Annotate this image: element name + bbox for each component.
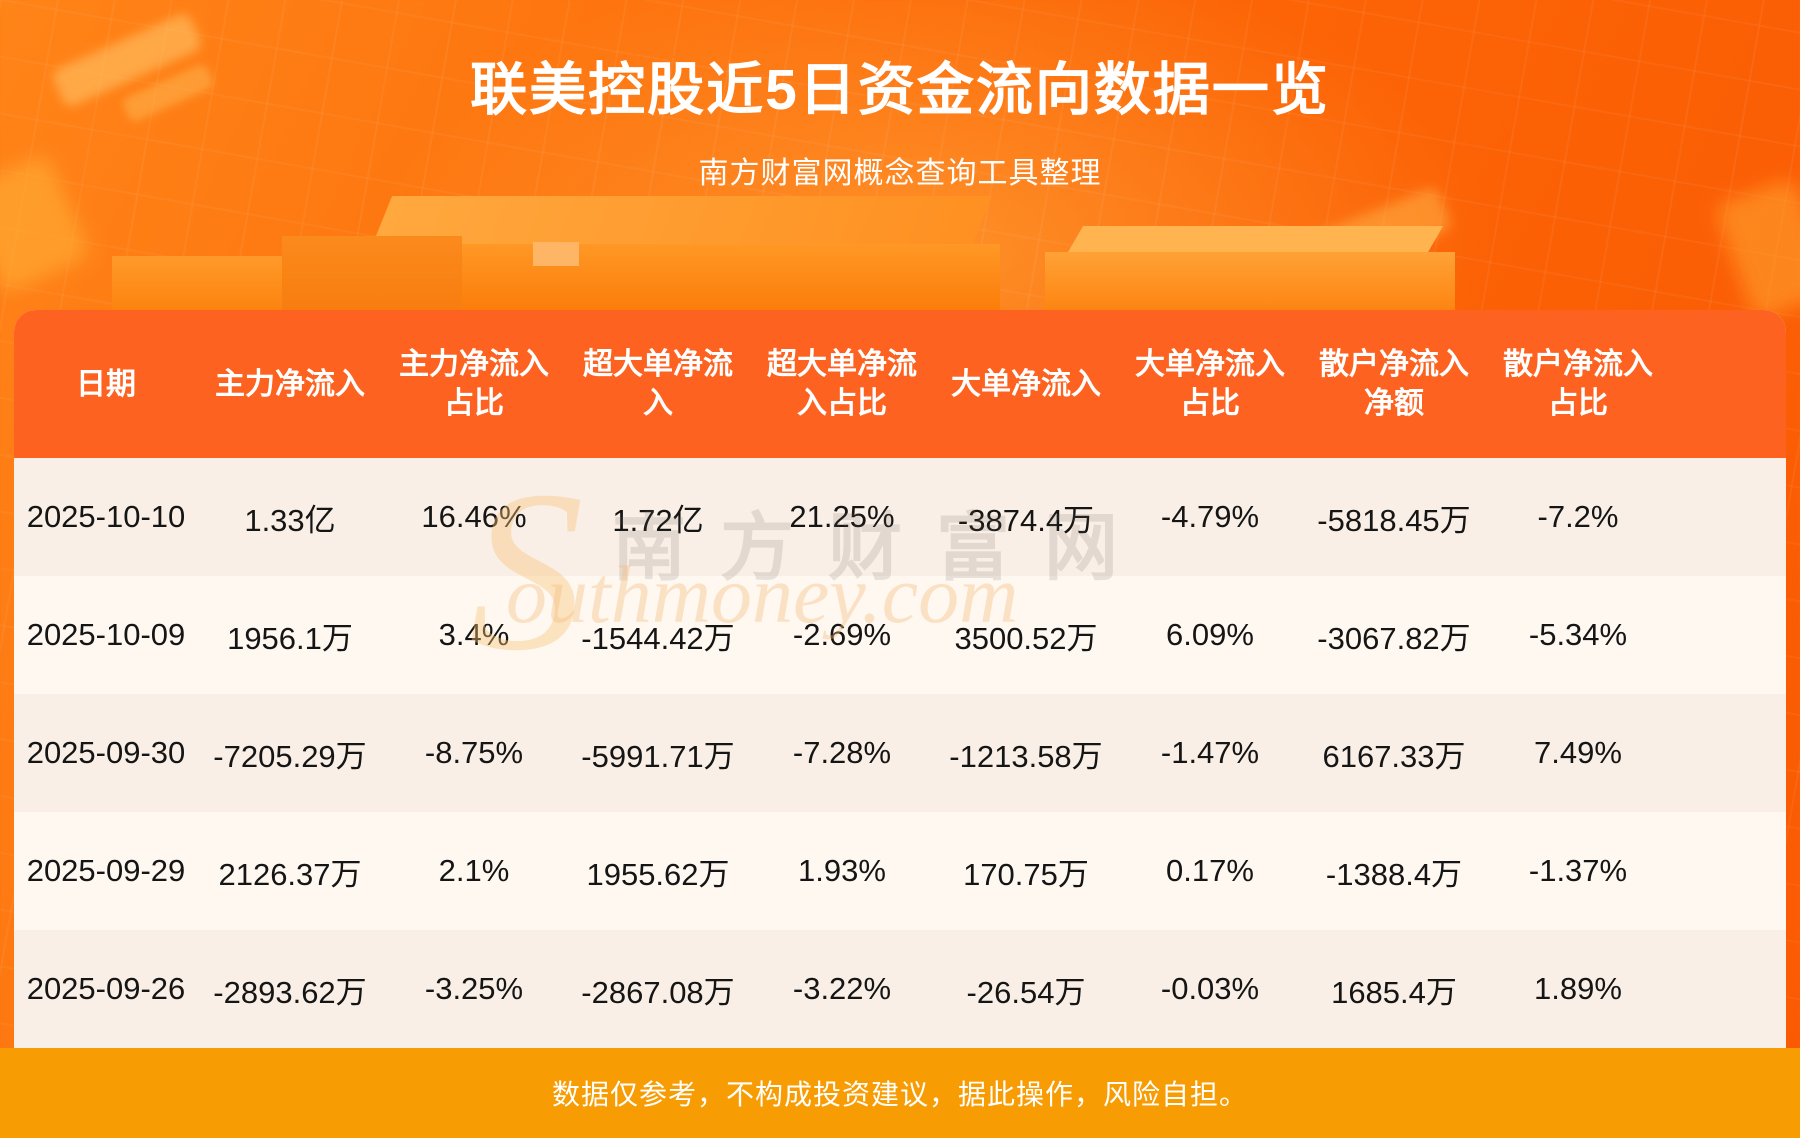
table-row: 2025-09-29 2126.37万 2.1% 1955.62万 1.93% 170.7… — [14, 812, 1786, 930]
table-cell: 21.25% — [789, 499, 895, 534]
decor-podium-right — [1045, 252, 1455, 310]
table-cell: -7.28% — [792, 735, 892, 770]
decor-streak-right-edge — [1713, 177, 1800, 321]
table-header-row: 日期 主力净流入 主力净流入 占比 超大单净流入超大单净流 入占比 大单净流入 大单净流入 占比… — [14, 310, 1786, 458]
table-cell: -3.22% — [792, 971, 892, 1006]
table-cell: 2025-09-30 — [26, 735, 186, 770]
table-cell: -7205.29万 — [213, 738, 367, 774]
table-cell: -5818.45万 — [1317, 502, 1471, 538]
table-cell: -1.47% — [1160, 735, 1260, 770]
table-cell: 7.49% — [1534, 735, 1622, 770]
column-header: 主力净流入 占比 — [399, 348, 549, 420]
table-row: 2025-10-10 1.33亿 16.46% 1.72亿 21.25% -3874.4万… — [14, 458, 1786, 576]
column-header: 日期 — [76, 367, 136, 401]
table-row: 2025-10-09 1956.1万 3.4% -1544.42万 -2.69% 3500… — [14, 576, 1786, 694]
table-cell: -1544.42万 — [581, 620, 735, 656]
page-title: 联美控股近5日资金流向数据一览 — [470, 58, 1330, 122]
table-cell: -7.2% — [1537, 499, 1619, 534]
table-cell: 1685.4万 — [1331, 974, 1457, 1010]
fund-flow-table-card: 日期 主力净流入 主力净流入 占比 超大单净流入超大单净流 入占比 大单净流入 大单净流入 占比… — [14, 310, 1786, 1048]
table-cell: -1213.58万 — [949, 738, 1103, 774]
decor-podium-right-top — [1066, 226, 1444, 254]
table-body: 2025-10-10 1.33亿 16.46% 1.72亿 21.25% -3874.4万… — [14, 458, 1786, 1048]
table-cell: -2.69% — [792, 617, 892, 652]
table-cell: -3874.4万 — [957, 502, 1095, 538]
table-cell: -1388.4万 — [1325, 856, 1463, 892]
decor-podium-center — [360, 244, 1000, 310]
table-cell: 3500.52万 — [954, 620, 1098, 656]
table-cell: 1.72亿 — [612, 502, 704, 538]
column-header: 超大单净流 入占比 — [767, 348, 917, 420]
table-cell: 2025-10-10 — [26, 499, 186, 534]
table-row: 2025-09-30 -7205.29万 -8.75% -5991.71万 -7.28%… — [14, 694, 1786, 812]
table-cell: 1956.1万 — [227, 620, 353, 656]
table-cell: -2893.62万 — [213, 974, 367, 1010]
decor-cube-tiny — [533, 242, 579, 266]
table-cell: 0.17% — [1166, 853, 1254, 888]
decor-podium-center-top — [371, 196, 993, 246]
table-cell: 2025-09-29 — [26, 853, 186, 888]
column-header: 散户净流入 占比 — [1503, 348, 1653, 420]
table-cell: 3.4% — [438, 617, 510, 652]
table-cell: 170.75万 — [963, 856, 1089, 892]
table-cell: -4.79% — [1160, 499, 1260, 534]
table-cell: -2867.08万 — [581, 974, 735, 1010]
disclaimer-text: 数据仅参考，不构成投资建议，据此操作，风险自担。 — [551, 1079, 1248, 1110]
table-cell: 2126.37万 — [218, 856, 362, 892]
column-header: 大单净流入 占比 — [1135, 348, 1285, 420]
table-cell: -0.03% — [1160, 971, 1260, 1006]
table-cell: 2025-10-09 — [26, 617, 186, 652]
column-header: 主力净流入 — [215, 367, 365, 401]
table-cell: 1.89% — [1534, 971, 1622, 1006]
table-cell: 6.09% — [1166, 617, 1254, 652]
table-cell: -5.34% — [1528, 617, 1628, 652]
disclaimer-band: 数据仅参考，不构成投资建议，据此操作，风险自担。 — [0, 1048, 1800, 1138]
table-cell: -26.54万 — [966, 974, 1086, 1010]
table-cell: 6167.33万 — [1322, 738, 1466, 774]
table-row: 2025-09-26 -2893.62万 -3.25% -2867.08万 -3.22%… — [14, 930, 1786, 1048]
table-cell: 1955.62万 — [586, 856, 730, 892]
column-header: 散户净流入 净额 — [1319, 348, 1469, 420]
table-cell: -3067.82万 — [1317, 620, 1471, 656]
table-cell: 16.46% — [421, 499, 527, 534]
decor-podium-small — [282, 236, 462, 310]
column-header: 超大单净流入 — [583, 348, 733, 420]
column-header: 大单净流入 — [951, 367, 1101, 401]
table-cell: 1.93% — [798, 853, 886, 888]
page-subtitle: 南方财富网概念查询工具整理 — [698, 157, 1102, 190]
table-cell: 2025-09-26 — [26, 971, 186, 1006]
table-cell: 1.33亿 — [244, 502, 336, 538]
table-cell: -8.75% — [424, 735, 524, 770]
table-cell: -5991.71万 — [581, 738, 735, 774]
table-cell: -1.37% — [1528, 853, 1628, 888]
table-cell: -3.25% — [424, 971, 524, 1006]
table-cell: 2.1% — [438, 853, 510, 888]
